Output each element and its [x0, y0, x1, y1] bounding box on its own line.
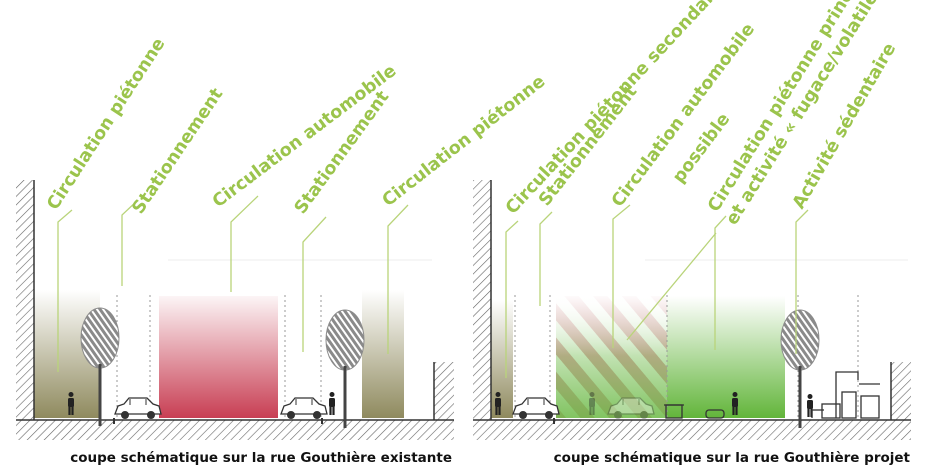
- caption-existing: coupe schématique sur la rue Gouthière e…: [70, 450, 452, 466]
- building-wall-left: [473, 180, 491, 420]
- tree-icon: [326, 310, 364, 428]
- sidewalk-zone-right: [362, 290, 404, 418]
- project-section: Circulation piétonne secondaire Stationn…: [473, 0, 911, 466]
- ground: [16, 420, 454, 440]
- sidewalk-zone-secondary: [491, 300, 513, 418]
- pedestrian-zone-main: [667, 296, 785, 418]
- existing-section: Circulation piétonne Stationnement Circu…: [16, 34, 549, 466]
- road-zone: [159, 296, 278, 418]
- building-wall-right: [891, 362, 911, 420]
- building-wall-right: [434, 362, 454, 420]
- pedestrian-icon: [329, 392, 335, 415]
- car-icon: [281, 398, 327, 419]
- zone-labels: Circulation piétonne secondaire Stationn…: [502, 0, 900, 229]
- building-wall-left: [16, 180, 34, 420]
- car-icon: [513, 398, 559, 419]
- car-icon: [115, 398, 161, 419]
- ground: [473, 420, 911, 440]
- caption-project: coupe schématique sur la rue Gouthière p…: [554, 450, 911, 466]
